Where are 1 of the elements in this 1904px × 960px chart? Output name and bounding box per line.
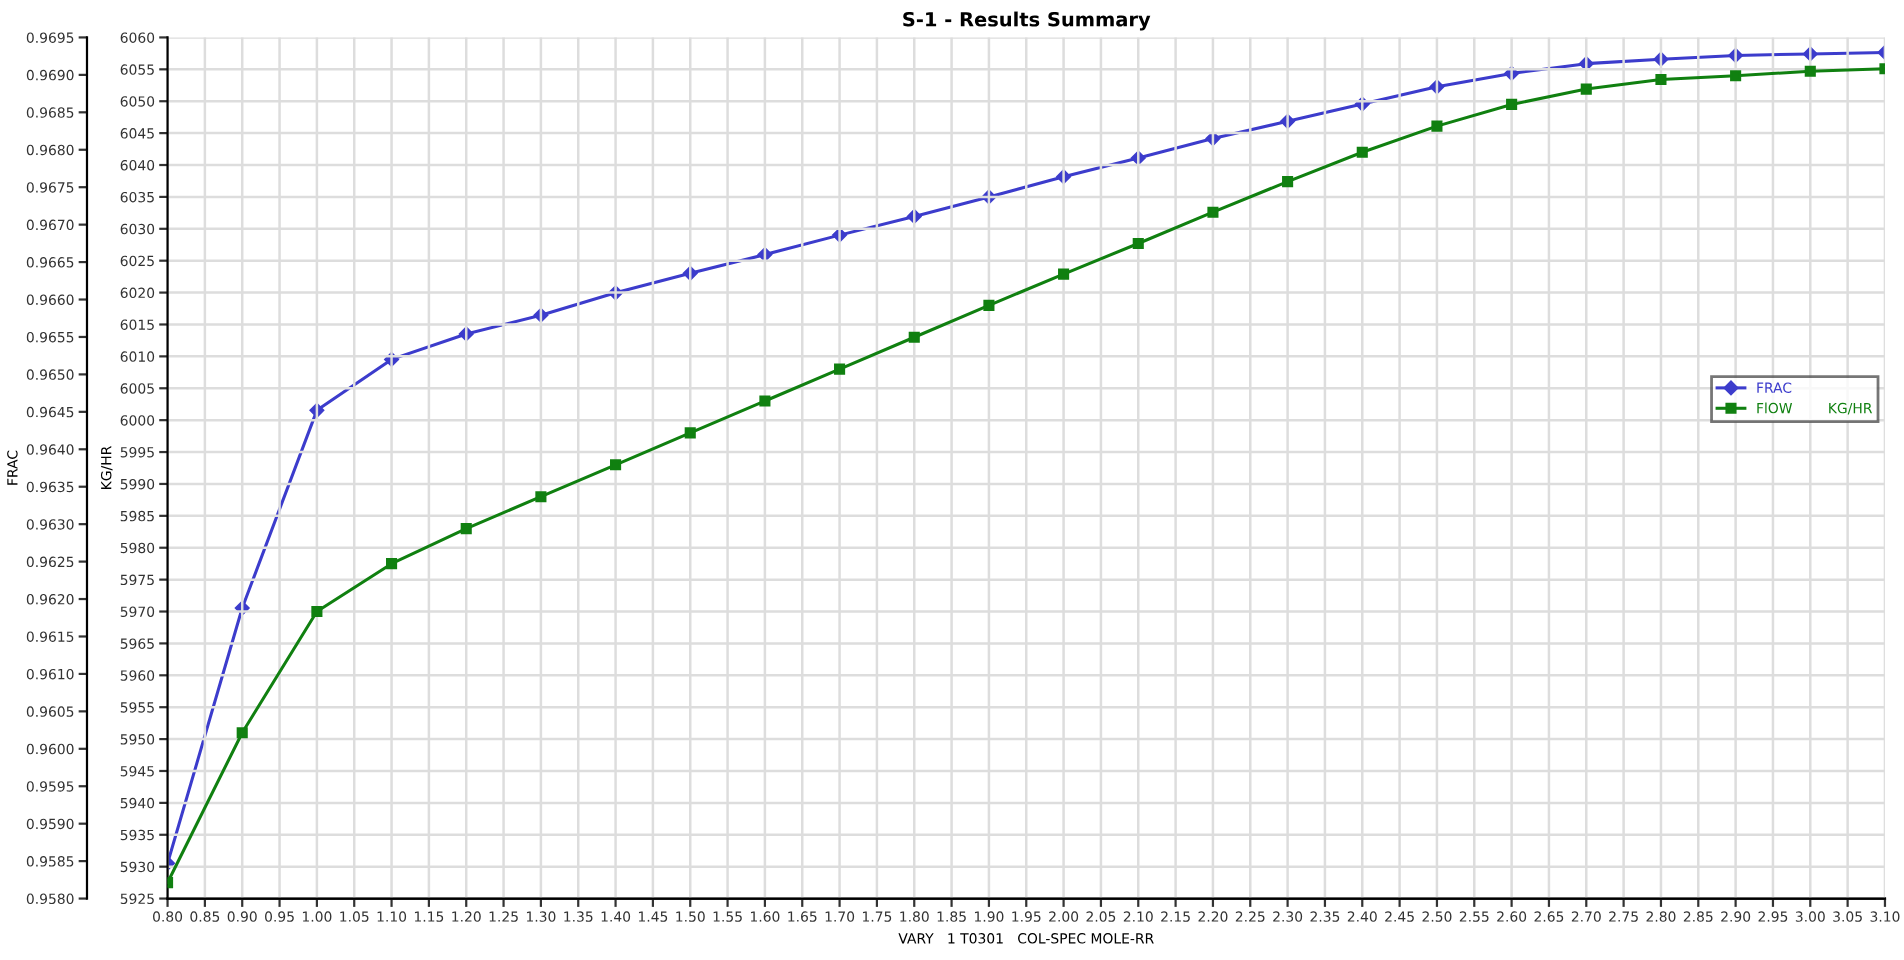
chart-title: S-1 - Results Summary — [903, 11, 1151, 31]
